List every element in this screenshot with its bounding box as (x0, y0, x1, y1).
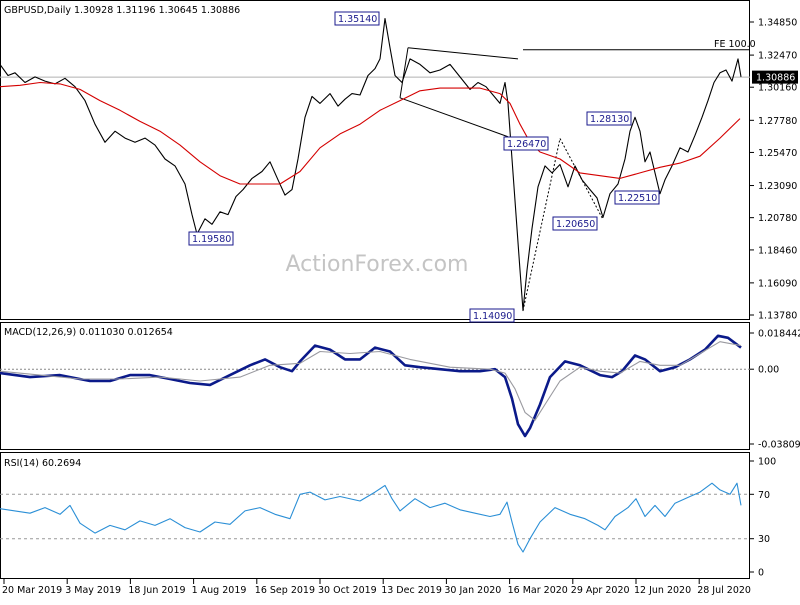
price-series-2-line (0, 81, 741, 185)
price-axis-label: 1.25470 (758, 148, 797, 159)
rsi-axis-label: 100 (758, 457, 776, 468)
x-axis-label: 16 Sep 2019 (255, 585, 315, 596)
projection-leg-1 (522, 138, 561, 311)
price-level-box (469, 308, 515, 323)
x-axis-label: 30 Jan 2020 (444, 585, 501, 596)
channel-left-edge (399, 47, 409, 98)
x-axis-label: 3 May 2019 (65, 585, 121, 596)
macd-panel-frame (0, 322, 750, 450)
price-level-label: 1.35140 (338, 14, 377, 25)
x-axis-label: 16 Mar 2020 (508, 585, 568, 596)
rsi-series-1-line (0, 482, 742, 553)
price-level-label: 1.19580 (192, 234, 231, 245)
price-axis-label: 1.32470 (758, 51, 797, 62)
price-axis-label: 1.23090 (758, 181, 797, 192)
price-level-label: 1.20650 (556, 219, 595, 230)
price-level-box (586, 111, 632, 126)
x-axis-label: 20 Mar 2019 (2, 585, 62, 596)
x-axis-label: 1 Aug 2019 (192, 585, 247, 596)
channel-upper-trendline (407, 47, 519, 60)
price-axis-label: 1.27780 (758, 116, 797, 127)
price-axis-label: 1.18460 (758, 245, 797, 256)
macd-series-1-line (0, 334, 742, 438)
price-level-box (614, 190, 660, 205)
price-axis-label: 1.13780 (758, 311, 797, 322)
rsi-axis-label: 30 (758, 534, 770, 545)
price-level-label: 1.14090 (473, 311, 512, 322)
rsi-panel-frame (0, 452, 750, 579)
x-axis-label: 12 Jun 2020 (634, 585, 691, 596)
current-price-box (752, 70, 798, 84)
rsi-panel-header: RSI(14) 60.2694 (4, 458, 81, 469)
price-level-box (334, 11, 380, 26)
price-level-label: 1.28130 (590, 114, 629, 125)
price-axis-label: 1.30160 (758, 83, 797, 94)
current-price-label: 1.30886 (756, 73, 795, 84)
price-level-box (188, 231, 234, 246)
price-axis-label: 1.34850 (758, 18, 797, 29)
price-level-label: 1.22510 (618, 193, 657, 204)
rsi-axis-label: 70 (758, 490, 770, 501)
macd-series-2-line (0, 341, 742, 421)
channel-lower-trendline (399, 97, 509, 138)
price-panel-frame (0, 0, 750, 320)
macd-panel-header: MACD(12,26,9) 0.011030 0.012654 (4, 327, 173, 338)
price-panel-header: GBPUSD,Daily 1.30928 1.31196 1.30645 1.3… (4, 5, 240, 16)
price-level-box (503, 136, 549, 151)
price-axis-label: 1.16090 (758, 278, 797, 289)
x-axis-label: 30 Oct 2019 (318, 585, 377, 596)
x-axis-label: 18 Jun 2019 (128, 585, 185, 596)
price-axis-label: 1.20780 (758, 213, 797, 224)
x-axis-label: 29 Apr 2020 (571, 585, 630, 596)
x-axis-label: 13 Dec 2019 (381, 585, 442, 596)
macd-axis-label: 0.018442 (758, 329, 800, 340)
fe-100-label: FE 100.0 (714, 39, 756, 50)
macd-axis-label: 0.00 (758, 365, 779, 376)
price-series-1-line (0, 17, 742, 312)
price-level-label: 1.26470 (507, 139, 546, 150)
macd-axis-label: -0.038095 (758, 440, 800, 451)
price-level-box (552, 216, 598, 231)
rsi-axis-label: 0 (758, 568, 764, 579)
watermark: ActionForex.com (286, 252, 469, 277)
x-axis-label: 28 Jul 2020 (697, 585, 751, 596)
